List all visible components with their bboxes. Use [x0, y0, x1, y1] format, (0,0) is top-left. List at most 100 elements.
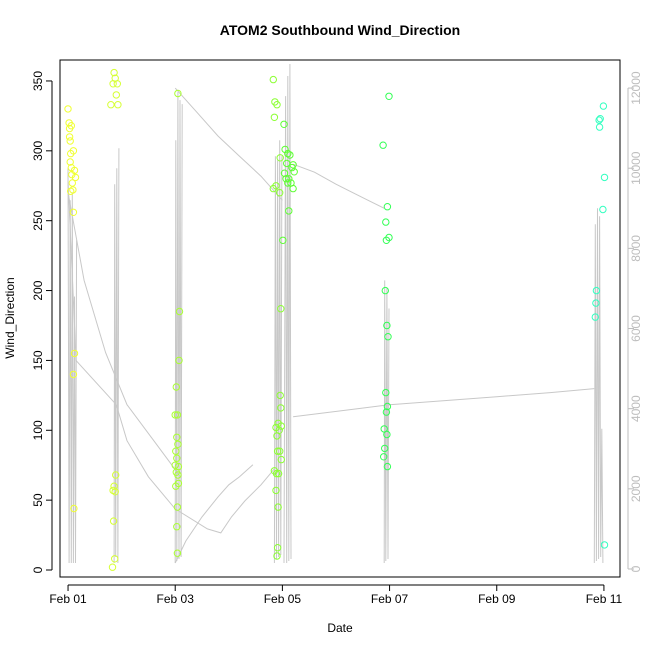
data-point-s0-p13	[69, 208, 78, 217]
data-point-s4-p10	[285, 175, 293, 183]
secondary-line-segment-3	[113, 148, 120, 564]
y2-tick-label-0: 0	[629, 565, 643, 572]
scatter-points-layer	[64, 68, 609, 571]
data-point-s2-p0	[174, 89, 182, 98]
secondary-line-segment-1	[67, 180, 275, 534]
data-point-s6-p2	[595, 116, 603, 124]
data-point-s4-p14	[285, 207, 293, 215]
data-point-s0-p3	[66, 137, 74, 145]
data-point-s2-p11	[171, 461, 179, 469]
data-point-s6-p4	[600, 173, 609, 182]
data-point-s3-p22	[272, 486, 280, 495]
y2-tick-label-2: 4000	[629, 395, 643, 422]
data-point-s2-p13	[174, 471, 182, 479]
data-point-s1-p5	[113, 80, 122, 88]
secondary-line-segment-0	[67, 168, 78, 564]
data-point-s5-p13	[383, 430, 391, 439]
y2-tick-label-1: 2000	[629, 475, 643, 502]
data-point-s5-p3	[382, 218, 390, 226]
data-point-s5-p0	[385, 92, 393, 101]
data-point-s0-p12	[71, 173, 80, 182]
data-point-s0-p8	[67, 187, 75, 196]
secondary-line-segment-9	[293, 388, 595, 418]
data-point-s5-p5	[382, 236, 391, 245]
data-point-s3-p14	[273, 432, 281, 440]
x-tick-label-3: Feb 07	[371, 592, 409, 606]
data-point-s5-p15	[380, 453, 388, 461]
data-point-s1-p9	[111, 488, 119, 496]
data-point-s5-p7	[383, 321, 391, 330]
data-point-s2-p2	[175, 356, 183, 365]
secondary-series-layer	[67, 63, 604, 564]
secondary-line-segment-5	[174, 464, 254, 564]
data-point-s6-p0	[599, 102, 608, 110]
data-point-s5-p9	[382, 388, 390, 397]
data-point-s3-p9	[276, 391, 284, 400]
y2-tick-label-5: 10000	[629, 151, 643, 185]
data-point-s5-p10	[383, 402, 392, 411]
data-point-s1-p13	[108, 563, 117, 571]
data-point-s0-p10	[69, 147, 78, 155]
data-point-s2-p7	[174, 440, 182, 448]
data-point-s0-p19	[66, 158, 74, 166]
data-point-s3-p2	[273, 101, 281, 109]
data-point-s0-p18	[65, 133, 74, 141]
data-point-s6-p6	[592, 286, 601, 295]
data-point-s2-p17	[173, 523, 181, 531]
data-point-s3-p18	[277, 455, 285, 464]
data-point-s2-p4	[171, 411, 179, 419]
y-tick-label-5: 250	[31, 210, 45, 230]
y-axis-label: Wind_Direction	[3, 277, 17, 358]
data-point-s6-p1	[596, 115, 604, 123]
data-point-s3-p16	[273, 447, 282, 455]
y2-tick-label-3: 6000	[629, 315, 643, 342]
data-point-s1-p3	[107, 101, 115, 109]
data-point-s5-p1	[379, 141, 387, 149]
data-point-s5-p6	[381, 286, 389, 295]
y-tick-label-0: 0	[31, 566, 45, 573]
data-point-s4-p6	[288, 163, 296, 172]
data-point-s2-p3	[172, 383, 181, 391]
y-tick-label-1: 50	[31, 493, 45, 507]
data-point-s3-p4	[276, 154, 284, 162]
data-point-s1-p8	[110, 482, 118, 490]
y-tick-label-2: 100	[31, 420, 45, 440]
data-point-s2-p15	[172, 482, 180, 490]
y-tick-label-4: 200	[31, 280, 45, 300]
data-point-s0-p17	[67, 122, 76, 130]
data-point-s3-p17	[276, 447, 284, 455]
data-point-s3-p3	[270, 113, 279, 122]
data-point-s3-p20	[272, 469, 281, 478]
secondary-line-segment-10	[292, 163, 385, 209]
data-point-s0-p16	[70, 504, 78, 513]
data-point-s3-p25	[273, 552, 281, 560]
data-point-s6-p5	[599, 205, 607, 214]
data-point-s6-p3	[595, 123, 604, 131]
data-point-s3-p23	[274, 503, 282, 511]
data-point-s4-p7	[290, 168, 298, 176]
y-tick-label-3: 150	[31, 350, 45, 370]
secondary-line-segment-4	[174, 92, 183, 564]
x-tick-label-1: Feb 03	[157, 592, 195, 606]
data-point-s2-p1	[175, 307, 184, 316]
x-tick-label-5: Feb 11	[586, 592, 623, 606]
data-point-s5-p2	[383, 203, 392, 211]
y-tick-label-6: 300	[31, 140, 45, 160]
data-point-s2-p16	[173, 503, 182, 511]
plot-area-frame	[59, 59, 621, 578]
x-tick-label-0: Feb 01	[49, 592, 87, 606]
data-point-s3-p24	[273, 544, 282, 552]
data-point-s6-p8	[591, 313, 599, 321]
secondary-line-segment-8	[283, 63, 292, 564]
chart-title: ATOM2 Southbound Wind_Direction	[220, 22, 460, 38]
data-point-s4-p13	[289, 184, 297, 193]
data-point-s3-p10	[277, 404, 285, 412]
data-point-s0-p11	[70, 166, 79, 175]
secondary-line-segment-7	[273, 140, 283, 564]
data-point-s2-p18	[173, 549, 182, 557]
data-point-s3-p21	[274, 469, 283, 478]
secondary-line-segment-2	[67, 192, 182, 478]
x-tick-label-4: Feb 09	[478, 592, 516, 606]
data-point-s5-p16	[383, 462, 392, 471]
